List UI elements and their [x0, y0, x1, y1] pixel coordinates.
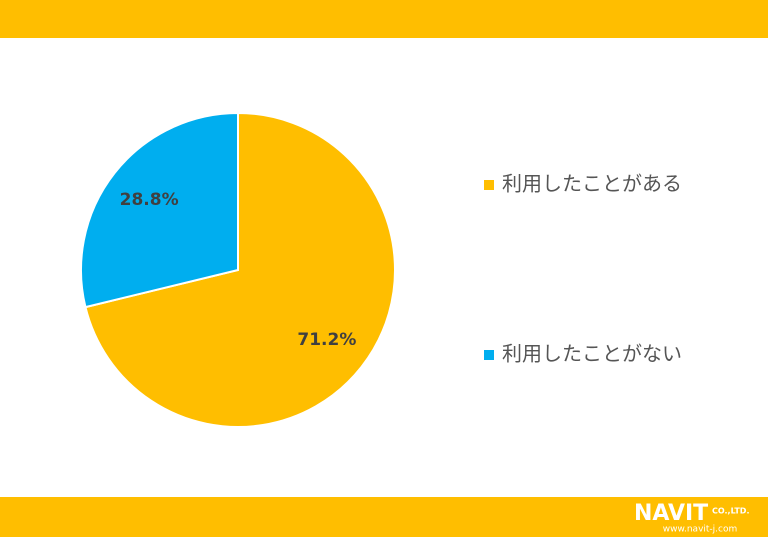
top-band: [0, 0, 768, 38]
logo-suffix: CO.,LTD.: [712, 507, 749, 516]
logo-name: NAVIT: [634, 501, 708, 526]
pie-slice: [84, 111, 396, 428]
bottom-band: [0, 497, 768, 537]
data-label: 71.2%: [297, 330, 356, 350]
logo-url: www.navit-j.com: [663, 525, 738, 535]
data-label: 28.8%: [120, 190, 179, 210]
legend-label: 利用したことがある: [502, 172, 682, 196]
pie-slice: [80, 111, 239, 309]
legend-label: 利用したことがない: [502, 342, 682, 366]
legend-swatch: [484, 350, 494, 360]
legend-swatch: [484, 180, 494, 190]
